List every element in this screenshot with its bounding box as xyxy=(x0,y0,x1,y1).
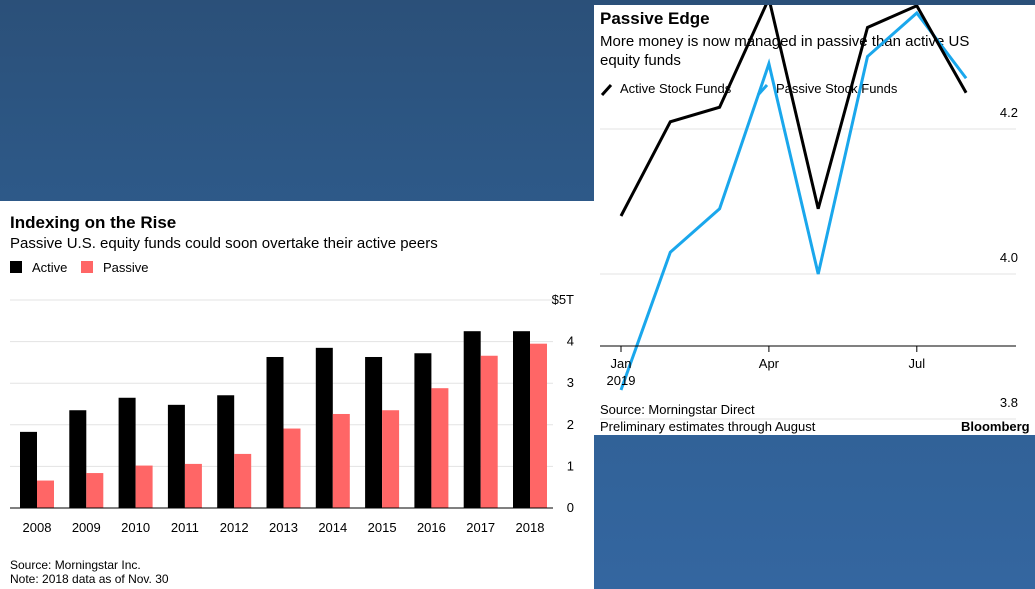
bar-passive xyxy=(530,343,547,508)
line-chart-x-axis: Jan 2019 Apr Jul xyxy=(607,346,925,388)
bar-y-tick-label: $5T xyxy=(552,292,574,307)
bar-x-tick-label: 2016 xyxy=(417,520,446,535)
bar-active xyxy=(217,395,235,508)
legend-label-passive: Passive xyxy=(103,260,149,275)
bar-chart-x-axis: 2008 2009 2010 2011 2012 2013 2014 2015 2016 2017… xyxy=(23,520,545,535)
bar-passive xyxy=(431,388,449,508)
bar-passive xyxy=(382,410,400,508)
line-chart-subtitle-line-1: More money is now managed in passive tha… xyxy=(600,33,969,50)
bar-x-tick-label: 2010 xyxy=(121,520,150,535)
passive-edge-line-chart: Passive Edge More money is now managed i… xyxy=(600,5,1030,434)
line-x-tick-label: Jan xyxy=(611,356,632,371)
bar-x-tick-label: 2008 xyxy=(23,520,52,535)
bar-passive xyxy=(135,465,153,508)
series-line-active-stock-funds xyxy=(619,5,968,217)
bar-passive xyxy=(283,428,301,508)
bar-chart-y-axis: 0 1 2 3 4 $5T xyxy=(552,292,574,515)
line-chart-note: Preliminary estimates through August xyxy=(600,419,816,434)
legend-swatch-active xyxy=(10,261,22,273)
line-x-tick-label: Jul xyxy=(908,356,925,371)
legend-swatch-passive xyxy=(81,261,93,273)
line-chart-series xyxy=(619,5,968,391)
line-y-tick-label: 3.8 xyxy=(1000,395,1018,410)
bar-passive xyxy=(86,473,104,508)
passive-edge-chart-panel: Passive Edge More money is now managed i… xyxy=(594,5,1035,435)
line-x-tick-label: Apr xyxy=(759,356,780,371)
bar-passive xyxy=(37,480,54,508)
bar-active xyxy=(69,410,87,508)
indexing-chart-panel: Indexing on the Rise Passive U.S. equity… xyxy=(0,201,594,589)
line-y-tick-label: 4.0 xyxy=(1000,250,1018,265)
indexing-bar-chart: Indexing on the Rise Passive U.S. equity… xyxy=(10,213,574,586)
bar-x-tick-label: 2009 xyxy=(72,520,101,535)
bar-x-tick-label: 2013 xyxy=(269,520,298,535)
bar-chart-note: Note: 2018 data as of Nov. 30 xyxy=(10,572,169,586)
bar-passive xyxy=(332,413,350,508)
line-chart-source: Source: Morningstar Direct xyxy=(600,402,755,417)
bar-x-tick-label: 2011 xyxy=(171,520,199,535)
line-chart-gridlines xyxy=(600,128,1016,420)
bar-chart-legend: Active Passive xyxy=(10,260,149,275)
bar-x-tick-label: 2015 xyxy=(368,520,397,535)
bar-y-tick-label: 4 xyxy=(567,334,574,349)
bar-passive xyxy=(480,355,498,508)
bar-x-tick-label: 2017 xyxy=(466,520,495,535)
bar-active xyxy=(118,397,136,508)
bar-active xyxy=(315,347,333,508)
line-chart-legend: Active Stock Funds Passive Stock Funds xyxy=(600,81,898,97)
line-x-tick-sublabel: 2019 xyxy=(607,373,636,388)
bar-x-tick-label: 2014 xyxy=(318,520,347,535)
line-chart-y-axis: 3.84.04.2$4.4T Assets xyxy=(1000,105,1018,410)
legend-mark-active-stock-funds xyxy=(600,83,613,97)
bar-active xyxy=(414,353,432,508)
bar-y-tick-label: 0 xyxy=(567,500,574,515)
bar-chart-title: Indexing on the Rise xyxy=(10,213,176,232)
bar-x-tick-label: 2012 xyxy=(220,520,249,535)
legend-label-active: Active xyxy=(32,260,67,275)
bar-active xyxy=(513,331,530,508)
bar-active xyxy=(463,331,481,508)
bar-chart-subtitle: Passive U.S. equity funds could soon ove… xyxy=(10,235,438,252)
bar-passive xyxy=(234,453,252,508)
bar-y-tick-label: 3 xyxy=(567,375,574,390)
bar-active xyxy=(167,404,185,508)
bar-chart-source: Source: Morningstar Inc. xyxy=(10,558,141,572)
legend-label-passive-stock-funds: Passive Stock Funds xyxy=(776,81,898,96)
bar-y-tick-label: 1 xyxy=(567,458,574,473)
bar-active xyxy=(20,431,37,508)
line-chart-title: Passive Edge xyxy=(600,9,710,28)
series-line-passive-stock-funds xyxy=(619,10,968,391)
bar-active xyxy=(365,356,383,508)
legend-label-active-stock-funds: Active Stock Funds xyxy=(620,81,732,96)
bar-x-tick-label: 2018 xyxy=(516,520,545,535)
bar-chart-bars xyxy=(20,331,547,508)
bar-active xyxy=(266,356,284,508)
line-y-tick-label: 4.2 xyxy=(1000,105,1018,120)
line-chart-subtitle-line-2: equity funds xyxy=(600,52,681,69)
bar-y-tick-label: 2 xyxy=(567,417,574,432)
bar-passive xyxy=(184,463,202,508)
bloomberg-logo: Bloomberg xyxy=(961,419,1030,434)
